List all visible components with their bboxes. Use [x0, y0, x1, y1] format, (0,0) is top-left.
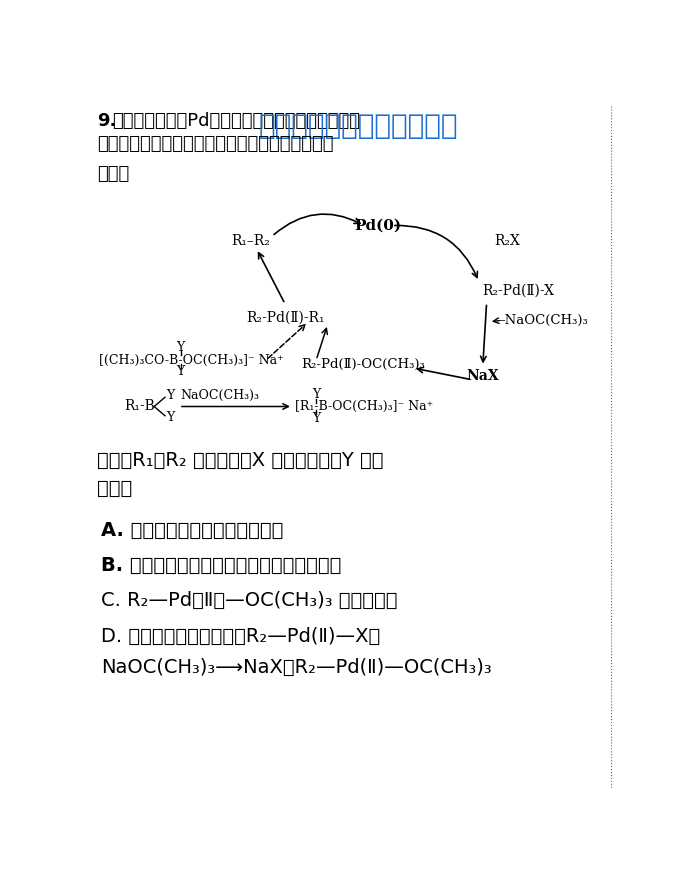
Text: 羟基。: 羟基。 — [97, 479, 132, 498]
Text: Y: Y — [166, 389, 174, 402]
Text: –NaOC(CH₃)₃: –NaOC(CH₃)₃ — [498, 314, 588, 327]
Text: NaOC(CH₃)₃: NaOC(CH₃)₃ — [181, 389, 260, 402]
Text: R₂-Pd(Ⅱ)-OC(CH₃)₃: R₂-Pd(Ⅱ)-OC(CH₃)₃ — [301, 358, 424, 371]
Text: [R₁-B-OC(CH₃)₃]⁻ Na⁺: [R₁-B-OC(CH₃)₃]⁻ Na⁺ — [295, 400, 433, 413]
Text: Pd(0): Pd(0) — [355, 219, 402, 233]
Text: [(CH₃)₃CO-B-OC(CH₃)₃]⁻ Na⁺: [(CH₃)₃CO-B-OC(CH₃)₃]⁻ Na⁺ — [99, 354, 284, 366]
Text: 误的是: 误的是 — [97, 165, 129, 182]
Text: R₁-B: R₁-B — [125, 399, 155, 413]
Text: A. 转化过程中涉及氧化还原反应: A. 转化过程中涉及氧化还原反应 — [102, 520, 284, 540]
Text: D. 转化过程中存在反应：R₂—Pd(Ⅱ)—X＋: D. 转化过程中存在反应：R₂—Pd(Ⅱ)—X＋ — [102, 627, 381, 646]
Text: Y: Y — [312, 388, 321, 401]
Text: NaX: NaX — [466, 369, 499, 382]
Text: 究热点，其中一种反应机理如图所示，下列说法错: 究热点，其中一种反应机理如图所示，下列说法错 — [97, 135, 333, 153]
Text: Y: Y — [312, 412, 321, 426]
Text: NaOC(CH₃)₃⟶NaX＋R₂—Pd(Ⅱ)—OC(CH₃)₃: NaOC(CH₃)₃⟶NaX＋R₂—Pd(Ⅱ)—OC(CH₃)₃ — [102, 658, 492, 676]
Text: R₁–R₂: R₁–R₂ — [231, 234, 270, 248]
Text: R₂X: R₂X — [494, 234, 520, 248]
Text: C. R₂—Pd（Ⅱ）—OC(CH₃)₃ 是中间产物: C. R₂—Pd（Ⅱ）—OC(CH₃)₃ 是中间产物 — [102, 591, 398, 611]
Text: Y: Y — [176, 366, 185, 379]
Text: 9.: 9. — [97, 112, 116, 130]
Text: Y: Y — [176, 342, 185, 355]
Text: B. 转化过程中未发生非极性键的断裂和形成: B. 转化过程中未发生非极性键的断裂和形成 — [102, 556, 342, 575]
Text: 已知：R₁、R₂ 表示烃基，X 表示卤原子，Y 表示: 已知：R₁、R₂ 表示烃基，X 表示卤原子，Y 表示 — [97, 451, 384, 470]
Text: Y: Y — [166, 411, 174, 424]
Text: 微信公众号关注：题找答案: 微信公众号关注：题找答案 — [259, 112, 458, 141]
Text: 近年来，在钯（Pd）催化下进行的偶联反应成为研: 近年来，在钯（Pd）催化下进行的偶联反应成为研 — [112, 112, 360, 130]
Text: R₂-Pd(Ⅱ)-R₁: R₂-Pd(Ⅱ)-R₁ — [246, 311, 324, 325]
Text: R₂-Pd(Ⅱ)-X: R₂-Pd(Ⅱ)-X — [483, 284, 554, 298]
